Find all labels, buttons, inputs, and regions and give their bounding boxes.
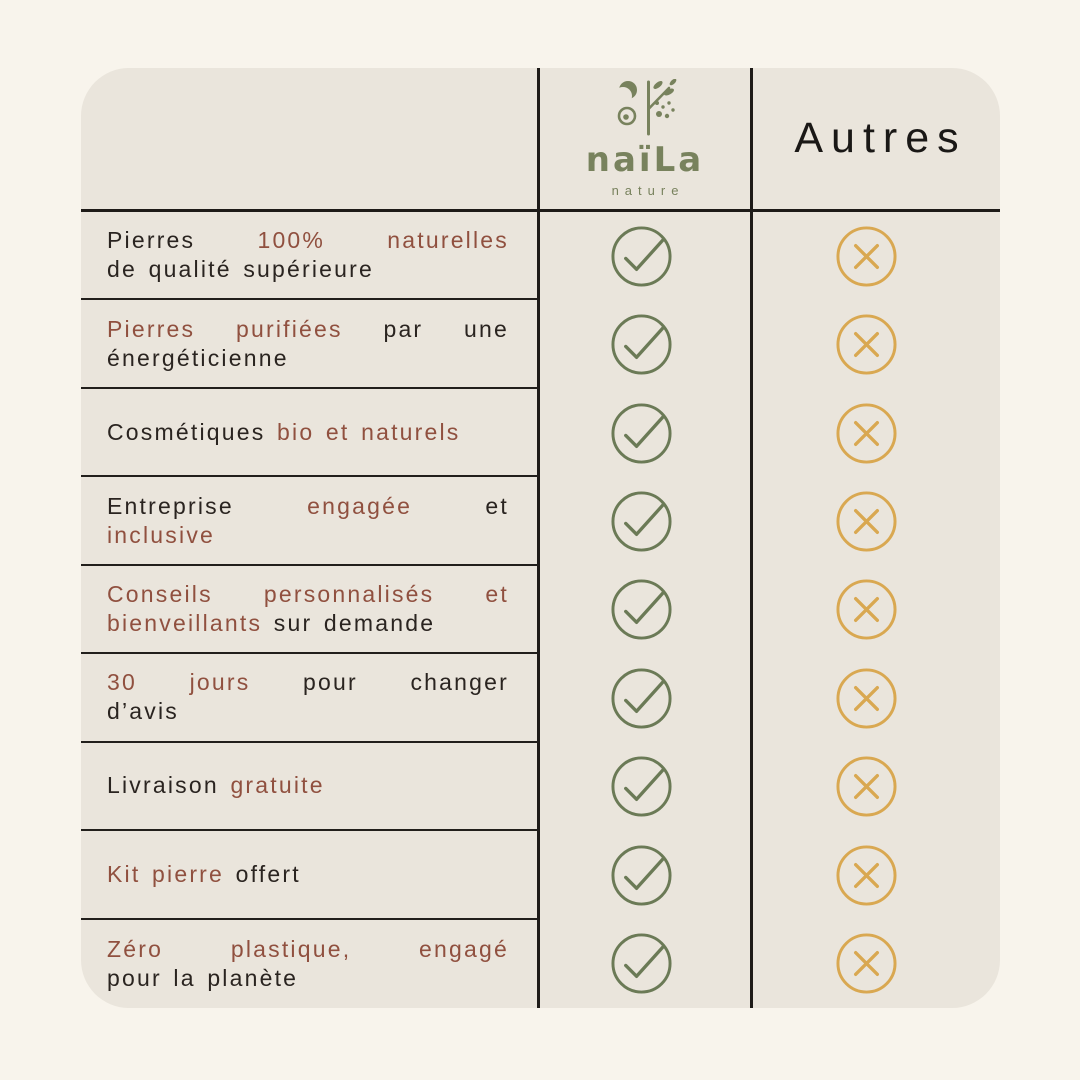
cross-icon	[836, 933, 897, 994]
feature-text-segment: Cosmétiques	[107, 418, 278, 445]
feature-text-segment: bienveillants	[107, 609, 263, 636]
cross-icon	[836, 756, 897, 817]
check-icon	[610, 226, 672, 287]
comparison-card: naïLa nature Autres Pierres 100% naturel…	[81, 68, 1000, 1008]
check-icon	[610, 668, 672, 729]
feature-cell: Kit pierre offert	[81, 831, 540, 920]
feature-text-line: Pierres purifiées par une	[107, 315, 509, 344]
cross-icon	[836, 845, 897, 906]
feature-text-line: d’avis	[107, 697, 509, 726]
cross-icon	[836, 491, 897, 552]
feature-text-segment: offert	[224, 860, 301, 887]
check-icon	[610, 579, 672, 641]
feature-text-segment: énergéticienne	[107, 344, 289, 371]
feature-text-line: Cosmétiques bio et naturels	[107, 418, 509, 447]
feature-text-segment: pour changer	[250, 669, 509, 696]
feature-text-segment: et	[412, 492, 510, 519]
feature-text-line: bienveillants sur demande	[107, 609, 509, 638]
feature-text-segment: 100% naturelles	[257, 227, 509, 254]
autres-mark-cell	[753, 212, 1000, 300]
feature-text-segment: par une	[342, 315, 509, 342]
feature-text-segment: Pierres purifiées	[107, 315, 343, 342]
autres-mark-cell	[753, 920, 1000, 1008]
feature-cell: Entreprise engagée et inclusive	[81, 477, 540, 566]
cross-icon	[836, 226, 897, 287]
feature-text-line: Kit pierre offert	[107, 860, 509, 889]
autres-mark-cell	[753, 831, 1000, 919]
berries-icon	[655, 101, 675, 119]
feature-text-segment: Conseils personnalisés et	[107, 580, 509, 607]
check-icon	[610, 756, 672, 817]
feature-text-segment: gratuite	[230, 772, 325, 799]
feature-text-segment: pour la planète	[107, 964, 299, 991]
branch-icon	[647, 79, 677, 136]
eye-circle-icon	[617, 106, 637, 126]
cross-icon	[836, 314, 897, 375]
naila-mark-cell	[540, 565, 753, 655]
feature-cell: 30 jours pour changer d’avis	[81, 654, 540, 743]
naila-mark-cell	[540, 919, 753, 1008]
cross-icon	[836, 579, 897, 641]
header-autres-cell: Autres	[753, 68, 1000, 212]
naila-mark-cell	[540, 654, 753, 743]
feature-text-line: de qualité supérieure	[107, 255, 509, 284]
feature-text-line: Entreprise engagée et	[107, 492, 509, 521]
feature-cell: Pierres 100% naturelles de qualité supéri…	[81, 212, 540, 301]
feature-text-segment: engagée	[307, 492, 413, 519]
autres-mark-cell	[753, 477, 1000, 565]
feature-text-segment: inclusive	[107, 521, 216, 548]
cross-icon	[836, 668, 897, 729]
check-icon	[610, 845, 672, 906]
autres-mark-cell	[753, 743, 1000, 831]
feature-text-line: Pierres 100% naturelles	[107, 226, 509, 255]
naila-mark-cell	[540, 300, 753, 389]
feature-text-segment: sur demande	[262, 609, 436, 636]
autres-label: Autres	[794, 114, 967, 162]
feature-text-segment: 30 jours	[107, 669, 251, 696]
feature-cell: Livraison gratuite	[81, 742, 540, 832]
check-icon	[610, 314, 672, 375]
feature-text-segment: Kit pierre	[107, 860, 225, 887]
feature-text-line: Conseils personnalisés et	[107, 580, 509, 609]
cross-icon	[836, 403, 897, 464]
naila-mark-cell	[540, 477, 753, 566]
feature-text-line: pour la planète	[107, 964, 509, 993]
naila-mark-cell	[540, 831, 753, 920]
brand-subtitle: nature	[611, 183, 685, 198]
feature-text-line: 30 jours pour changer	[107, 668, 509, 697]
brand-name: naïLa	[585, 140, 705, 180]
feature-text-line: Livraison gratuite	[107, 771, 509, 800]
feature-text-segment: Pierres	[107, 227, 258, 254]
check-icon	[610, 491, 672, 552]
autres-mark-cell	[753, 654, 1000, 742]
feature-cell: Zéro plastique, engagé pour la planète	[81, 919, 540, 1008]
header-brand-cell: naïLa nature	[540, 68, 753, 212]
feature-text-segment: Livraison	[107, 772, 231, 799]
check-icon	[610, 933, 672, 994]
comparison-grid: naïLa nature Autres Pierres 100% naturel…	[81, 68, 1000, 1008]
autres-mark-cell	[753, 566, 1000, 654]
check-icon	[610, 403, 672, 464]
autres-mark-cell	[753, 389, 1000, 477]
moon-icon	[619, 81, 637, 99]
feature-text-segment: Zéro plastique, engagé	[107, 935, 509, 962]
feature-text-segment: Entreprise	[107, 492, 308, 519]
naila-mark-cell	[540, 742, 753, 832]
header-feature-cell	[81, 68, 540, 212]
feature-cell: Cosmétiques bio et naturels	[81, 388, 540, 478]
naila-mark-cell	[540, 388, 753, 478]
feature-text-line: inclusive	[107, 521, 509, 550]
feature-text-segment: d’avis	[107, 698, 180, 725]
autres-mark-cell	[753, 300, 1000, 388]
naila-logo-icon	[617, 79, 677, 136]
feature-text-line: énergéticienne	[107, 344, 509, 373]
feature-cell: Conseils personnalisés et bienveillants s…	[81, 565, 540, 655]
feature-text-segment: bio et naturels	[277, 418, 461, 445]
naila-mark-cell	[540, 212, 753, 301]
feature-text-line: Zéro plastique, engagé	[107, 935, 509, 964]
feature-cell: Pierres purifiées par une énergéticienne	[81, 300, 540, 389]
feature-text-segment: de qualité supérieure	[107, 256, 375, 283]
